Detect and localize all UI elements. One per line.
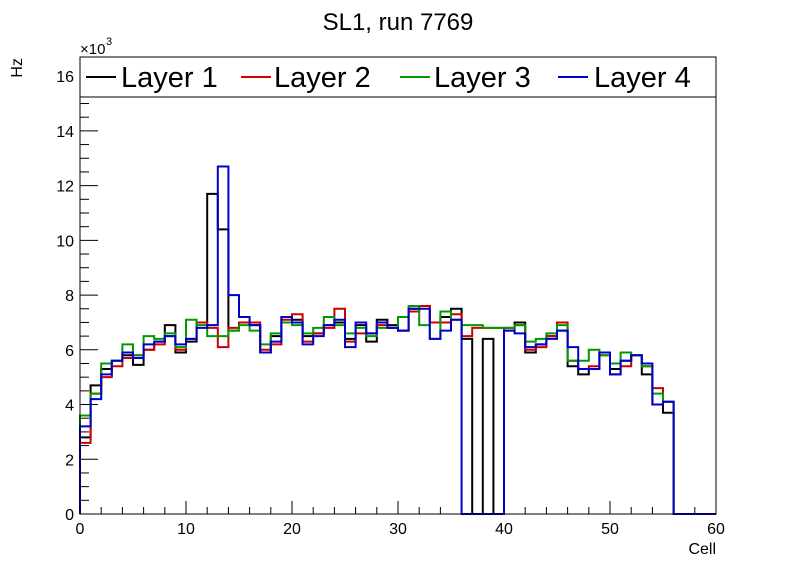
x-tick-label: 10 (177, 521, 195, 538)
y-multiplier-exponent: 3 (106, 36, 112, 48)
series-group (79, 165, 716, 515)
y-tick-label: 16 (56, 69, 74, 86)
axis-ticks: 0 10 20 30 40 50 60 0 2 4 6 8 10 12 14 16 (56, 61, 725, 538)
x-axis-label: Cell (688, 541, 716, 558)
x-tick-label: 0 (76, 521, 85, 538)
legend-label-layer-1: Layer 1 (121, 62, 218, 94)
plot-frame (79, 56, 717, 515)
y-tick-label: 6 (65, 343, 74, 360)
legend-label-layer-3: Layer 3 (434, 62, 531, 94)
legend: Layer 1 Layer 2 Layer 3 Layer 4 (79, 56, 717, 98)
x-tick-label: 40 (495, 521, 513, 538)
y-tick-label: 2 (65, 452, 74, 469)
legend-box (79, 56, 717, 98)
x-tick-label: 50 (601, 521, 619, 538)
y-tick-label: 8 (65, 288, 74, 305)
y-tick-label: 10 (56, 233, 74, 250)
x-tick-label: 30 (389, 521, 407, 538)
legend-label-layer-4: Layer 4 (594, 62, 691, 94)
y-tick-label: 0 (65, 507, 74, 524)
y-tick-label: 4 (65, 398, 74, 415)
y-multiplier-base: ×10 (80, 41, 105, 58)
y-multiplier: ×10 3 (80, 36, 112, 58)
series-line-layer-4 (79, 165, 716, 515)
x-tick-label: 20 (283, 521, 301, 538)
chart-title: SL1, run 7769 (323, 9, 474, 36)
y-tick-label: 14 (56, 124, 74, 141)
y-axis-label: Hz (9, 58, 26, 78)
x-tick-label: 60 (707, 521, 725, 538)
y-tick-label: 12 (56, 179, 74, 196)
legend-label-layer-2: Layer 2 (274, 62, 371, 94)
